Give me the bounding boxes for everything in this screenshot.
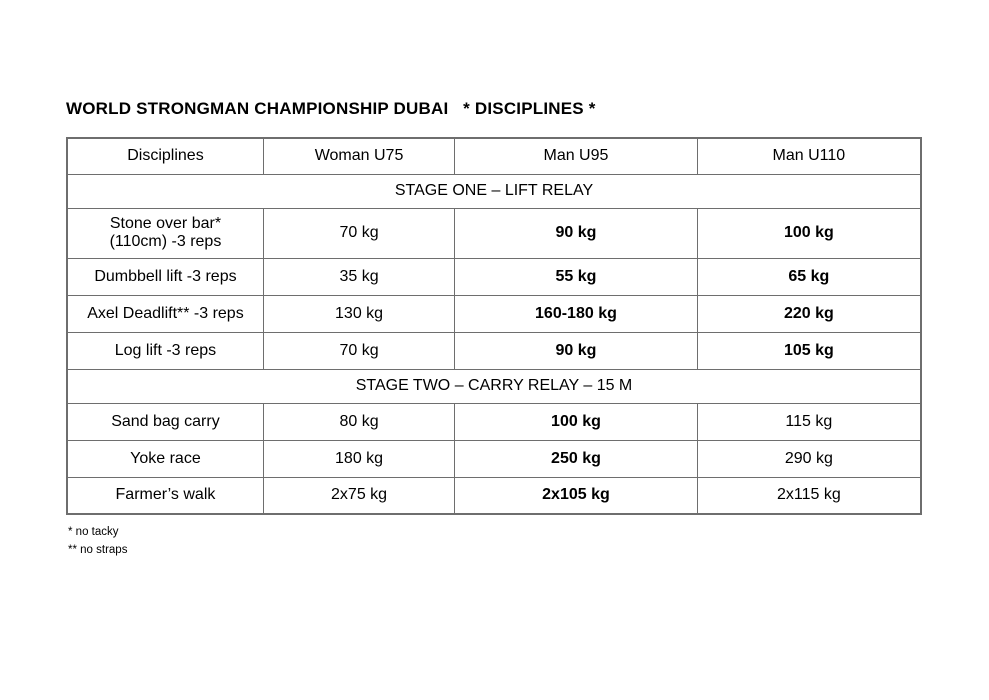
table-row: Axel Deadlift** -3 reps 130 kg 160-180 k…	[66, 294, 922, 333]
value-cell: 250 kg	[454, 439, 698, 478]
table-row: Log lift -3 reps 70 kg 90 kg 105 kg	[66, 331, 922, 370]
table-row: Dumbbell lift -3 reps 35 kg 55 kg 65 kg	[66, 257, 922, 296]
table-row: Yoke race 180 kg 250 kg 290 kg	[66, 439, 922, 478]
value-cell: 290 kg	[696, 439, 922, 478]
table-row: Farmer’s walk 2x75 kg 2x105 kg 2x115 kg	[66, 476, 922, 515]
disciplines-table: Disciplines Woman U75 Man U95 Man U110 S…	[66, 137, 922, 515]
value-cell: 2x115 kg	[696, 476, 922, 515]
header-cell-man-u110: Man U110	[696, 137, 922, 175]
discipline-cell: Yoke race	[66, 439, 264, 478]
discipline-cell: Dumbbell lift -3 reps	[66, 257, 264, 296]
table-row: Sand bag carry 80 kg 100 kg 115 kg	[66, 402, 922, 441]
value-cell: 100 kg	[454, 402, 698, 441]
value-cell: 2x75 kg	[262, 476, 456, 515]
section-title: STAGE TWO – CARRY RELAY – 15 M	[66, 368, 922, 404]
value-cell: 90 kg	[454, 207, 698, 259]
value-cell: 220 kg	[696, 294, 922, 333]
value-cell: 100 kg	[696, 207, 922, 259]
header-cell-disciplines: Disciplines	[66, 137, 264, 175]
footnote-no-tacky: * no tacky	[68, 526, 119, 538]
page-title: WORLD STRONGMAN CHAMPIONSHIP DUBAI * DIS…	[66, 99, 596, 118]
discipline-cell: Log lift -3 reps	[66, 331, 264, 370]
section-row-stage-two: STAGE TWO – CARRY RELAY – 15 M	[66, 368, 922, 404]
value-cell: 70 kg	[262, 207, 456, 259]
table-row: Stone over bar* (110cm) -3 reps 70 kg 90…	[66, 207, 922, 259]
value-cell: 115 kg	[696, 402, 922, 441]
discipline-cell: Axel Deadlift** -3 reps	[66, 294, 264, 333]
discipline-cell: Sand bag carry	[66, 402, 264, 441]
section-row-stage-one: STAGE ONE – LIFT RELAY	[66, 173, 922, 209]
table-header-row: Disciplines Woman U75 Man U95 Man U110	[66, 137, 922, 175]
value-cell: 65 kg	[696, 257, 922, 296]
header-cell-woman-u75: Woman U75	[262, 137, 456, 175]
discipline-cell: Farmer’s walk	[66, 476, 264, 515]
header-cell-man-u95: Man U95	[454, 137, 698, 175]
value-cell: 90 kg	[454, 331, 698, 370]
value-cell: 2x105 kg	[454, 476, 698, 515]
footnote-no-straps: ** no straps	[68, 544, 128, 556]
discipline-cell: Stone over bar* (110cm) -3 reps	[66, 207, 264, 259]
value-cell: 105 kg	[696, 331, 922, 370]
value-cell: 70 kg	[262, 331, 456, 370]
value-cell: 35 kg	[262, 257, 456, 296]
value-cell: 55 kg	[454, 257, 698, 296]
value-cell: 180 kg	[262, 439, 456, 478]
value-cell: 130 kg	[262, 294, 456, 333]
value-cell: 80 kg	[262, 402, 456, 441]
footnotes: * no tacky ** no straps	[68, 523, 127, 559]
value-cell: 160-180 kg	[454, 294, 698, 333]
section-title: STAGE ONE – LIFT RELAY	[66, 173, 922, 209]
